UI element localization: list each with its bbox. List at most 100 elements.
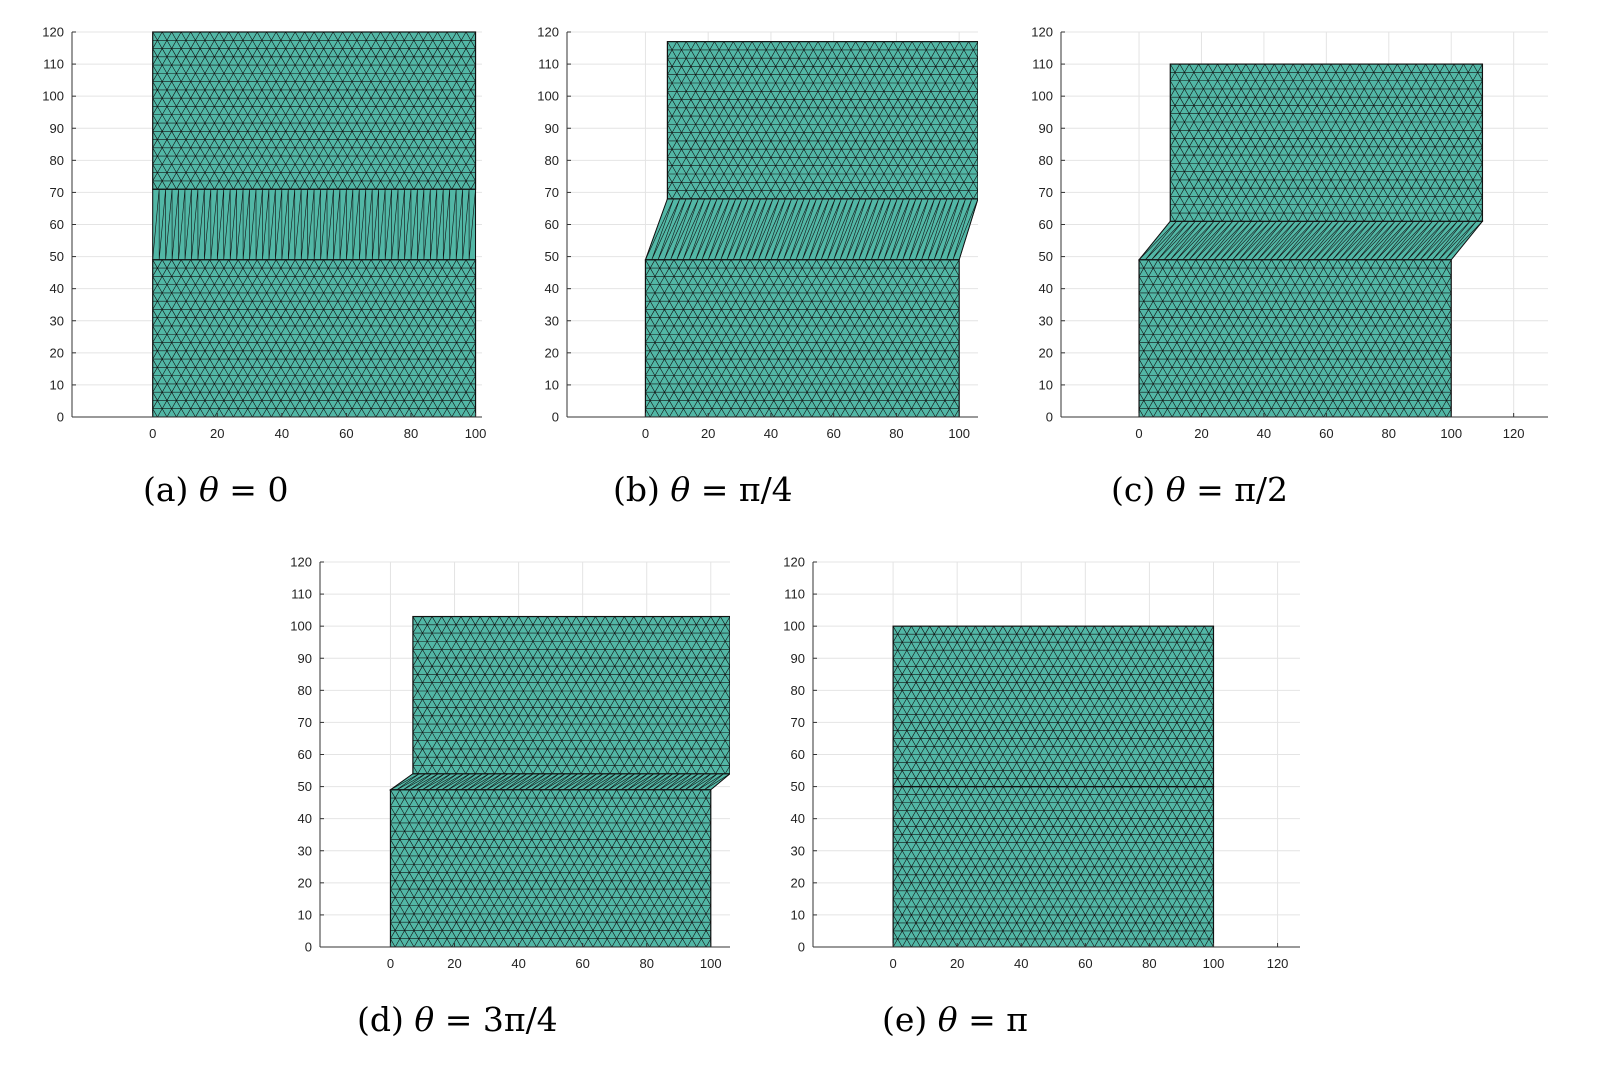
y-tick-label: 30 [298,843,312,858]
y-tick-label: 100 [783,619,805,634]
y-tick-label: 120 [290,555,312,570]
y-tick-label: 110 [43,57,64,72]
x-tick-label: 80 [404,426,418,441]
plot-panel-d: 0 10 20 30 40 50 60 70 80 90 100 110 120 0 20 40 60 80 100… [0,530,800,1070]
x-tick-label: 80 [889,426,903,441]
y-tick-label: 30 [1039,313,1053,328]
y-tick-label: 60 [50,217,64,232]
caption-label: (a) [143,470,189,509]
y-tick-label: 90 [298,651,312,666]
y-tick-label: 40 [50,281,64,296]
y-tick-label: 90 [1039,121,1053,136]
x-tick-label: 20 [447,956,461,971]
caption-value: = π/2 [1185,470,1289,509]
top-block [666,41,978,200]
y-tick-label: 10 [791,907,805,922]
mesh-plot-b: 0 10 20 30 40 50 60 70 80 90 100 110 120 0 20 40 60 80 100 [537,25,978,441]
x-tick-label: 20 [950,956,964,971]
mesh-group [892,625,1215,947]
mesh-group [388,615,730,947]
y-tick-label: 20 [545,345,559,360]
bottom-block-fill [152,259,476,417]
mesh-group [644,41,978,417]
y-tick-label: 100 [42,89,64,104]
bottom-block-fill [645,259,960,417]
y-tick-label: 90 [545,121,559,136]
y-tick-label: 40 [1039,281,1053,296]
y-tick-label: 0 [798,940,805,955]
x-tick-label: 80 [639,956,653,971]
top-block-edges [152,32,476,190]
y-tick-label: 100 [537,89,559,104]
y-tick-label: 10 [1039,377,1053,392]
x-tick-label: 0 [642,426,649,441]
x-tick-label: 120 [1267,956,1289,971]
x-tick-label: 40 [1257,426,1271,441]
plot-panel-a: 0 10 20 30 40 50 60 70 80 90 100 110 120 0 20 40 60 80 100… [0,0,520,520]
top-block-fill [152,32,476,190]
caption-theta: θ [198,470,219,509]
top-block-border [1169,63,1484,222]
y-tick-label: 0 [1046,410,1053,425]
mesh-plot-d: 0 10 20 30 40 50 60 70 80 90 100 110 120 0 20 40 60 80 100 [290,555,730,971]
top-block-border [892,625,1215,788]
x-tick-label: 60 [1078,956,1092,971]
y-tick-label: 20 [50,345,64,360]
y-tick-label: 70 [1039,185,1053,200]
axes: 0 10 20 30 40 50 60 70 80 90 100 110 120 0 20 40 60 80 100 [290,555,730,971]
x-tick-label: 100 [465,426,487,441]
y-tick-label: 70 [298,715,312,730]
plot-panel-b: 0 10 20 30 40 50 60 70 80 90 100 110 120 0 20 40 60 80 100… [0,0,1060,520]
y-tick-label: 30 [791,843,805,858]
y-tick-label: 10 [545,377,559,392]
mesh-group [152,31,477,417]
top-block-fill [412,616,730,774]
caption-d: (d) θ = 3π/4 [357,1000,558,1039]
y-tick-label: 40 [545,281,559,296]
mesh-plot-e: 0 10 20 30 40 50 60 70 80 90 100 110 120 0 20 40 60 80 100… [783,555,1300,971]
top-block [152,31,477,190]
caption-theta: θ [1165,470,1186,509]
caption-c: (c) θ = π/2 [1111,470,1288,509]
y-tick-label: 50 [545,249,559,264]
top-block-border [412,615,730,775]
bottom-block [644,259,960,417]
caption-e: (e) θ = π [882,1000,1028,1039]
y-tick-label: 110 [538,57,559,72]
axes: 0 10 20 30 40 50 60 70 80 90 100 110 120 0 20 40 60 80 100 [42,25,486,442]
y-tick-label: 120 [783,555,805,570]
axes: 0 10 20 30 40 50 60 70 80 90 100 110 120 0 20 40 60 80 100… [783,555,1300,971]
interface-band-edges [152,189,476,260]
y-tick-label: 80 [791,683,805,698]
y-tick-label: 100 [1031,89,1053,104]
x-tick-label: 40 [1014,956,1028,971]
top-block-edges [667,41,978,199]
bottom-block [1138,259,1452,417]
bottom-block [152,259,477,417]
x-tick-label: 100 [1203,956,1225,971]
y-tick-label: 50 [791,779,805,794]
bottom-block-fill [390,789,711,947]
y-tick-label: 0 [552,410,559,425]
y-tick-label: 80 [298,683,312,698]
x-tick-label: 60 [575,956,589,971]
bottom-block [892,785,1215,947]
top-block-border [152,31,477,190]
bottom-block [389,789,712,947]
y-tick-label: 110 [1032,57,1053,72]
axes: 0 10 20 30 40 50 60 70 80 90 100 110 120 0 20 40 60 80 100… [1031,25,1548,441]
y-tick-label: 60 [545,217,559,232]
x-tick-label: 0 [387,956,394,971]
x-tick-label: 40 [764,426,778,441]
interface-band-edges [1138,221,1483,261]
caption-a: (a) θ = 0 [143,470,288,509]
x-tick-label: 80 [1382,426,1396,441]
interface-band [1137,220,1484,261]
x-tick-label: 40 [275,426,289,441]
x-tick-label: 60 [826,426,840,441]
top-block-border [666,41,978,200]
caption-b: (b) θ = π/4 [613,470,793,509]
x-tick-label: 80 [1142,956,1156,971]
y-tick-label: 30 [50,313,64,328]
top-block-fill [1170,64,1483,222]
